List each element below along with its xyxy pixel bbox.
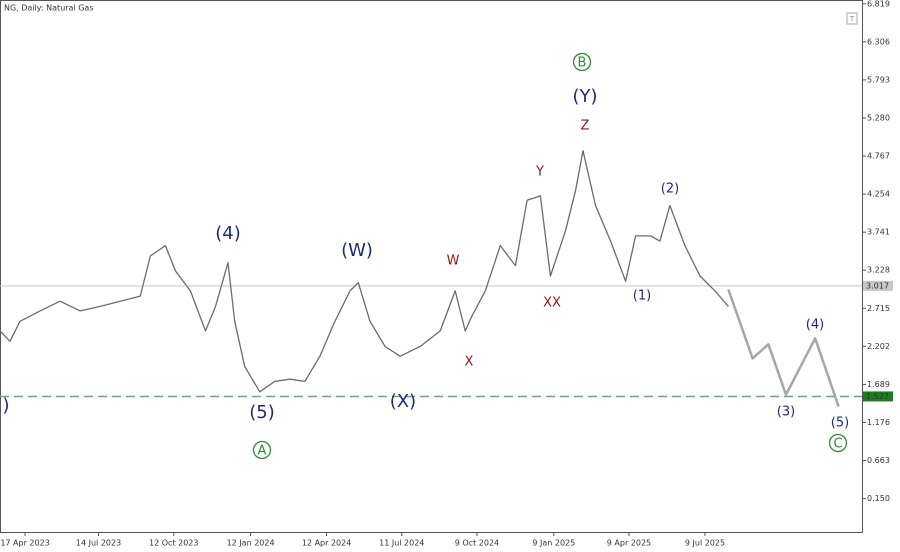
wave-label: Y	[535, 165, 544, 180]
wave-circle	[252, 440, 272, 460]
y-tick-label: 2.715	[867, 304, 890, 313]
toolbar-icon[interactable]	[846, 12, 858, 25]
y-tick-label: 2.202	[867, 342, 890, 351]
wave-circle	[828, 433, 848, 453]
level-label: 3.017	[866, 281, 889, 290]
x-tick-label: 9 Jan 2025	[532, 539, 575, 548]
y-tick-label: 6.819	[867, 0, 890, 8]
x-tick-label: 17 Apr 2023	[0, 539, 49, 548]
x-tick-label: 12 Apr 2024	[302, 539, 351, 548]
wave-label: (2)	[661, 182, 679, 197]
y-tick-label: 5.280	[867, 113, 890, 122]
y-tick-label: 4.254	[867, 190, 890, 199]
wave-label: W	[447, 254, 460, 269]
toolbar-icon-glyph: T	[849, 15, 855, 23]
wave-label: (1)	[633, 289, 651, 304]
y-tick-label: 5.793	[867, 75, 890, 84]
wave-label: (4)	[806, 318, 824, 333]
wave-label: A	[258, 444, 267, 459]
x-tick-label: 14 Jul 2023	[76, 539, 121, 548]
x-tick-label: 9 Oct 2024	[455, 539, 499, 548]
wave-label: (W)	[341, 240, 373, 261]
level-label-box	[863, 280, 893, 291]
wave-label: XX	[543, 296, 561, 311]
x-tick-label: 11 Jul 2024	[379, 539, 424, 548]
wave-circle	[572, 52, 592, 72]
y-tick-label: 6.306	[867, 37, 890, 46]
wave-label: (4)	[215, 223, 241, 244]
wave-label: (X)	[390, 391, 416, 412]
x-tick-label: 9 Apr 2025	[607, 539, 651, 548]
wave-label: Z	[581, 119, 590, 134]
y-tick-label: 0.150	[867, 494, 890, 503]
wave-label: X	[465, 355, 474, 370]
y-tick-label: 1.689	[867, 380, 890, 389]
wave-label: B	[578, 56, 587, 71]
level-label-box	[863, 391, 893, 402]
y-tick-label: 3.741	[867, 228, 890, 237]
x-tick-label: 9 Jul 2025	[685, 539, 725, 548]
x-tick-label: 12 Oct 2023	[149, 539, 198, 548]
level-label: 1.527	[866, 392, 889, 401]
y-tick-label: 3.228	[867, 266, 890, 275]
wave-label: C	[833, 437, 842, 452]
wave-label: (5)	[831, 416, 849, 431]
plot-frame	[0, 0, 863, 533]
y-tick-label: 0.663	[867, 456, 890, 465]
y-tick-label: 1.176	[867, 418, 890, 427]
wave-label: )	[2, 395, 9, 416]
wave-label: (3)	[777, 405, 795, 420]
x-tick-label: 12 Jan 2024	[227, 539, 275, 548]
price-line	[0, 149, 729, 393]
wave-label: (Y)	[572, 86, 597, 107]
chart-title: NG, Daily: Natural Gas	[4, 4, 94, 13]
y-tick-label: 4.767	[867, 152, 890, 161]
wave-label: (5)	[249, 402, 275, 423]
price-line	[727, 288, 840, 408]
